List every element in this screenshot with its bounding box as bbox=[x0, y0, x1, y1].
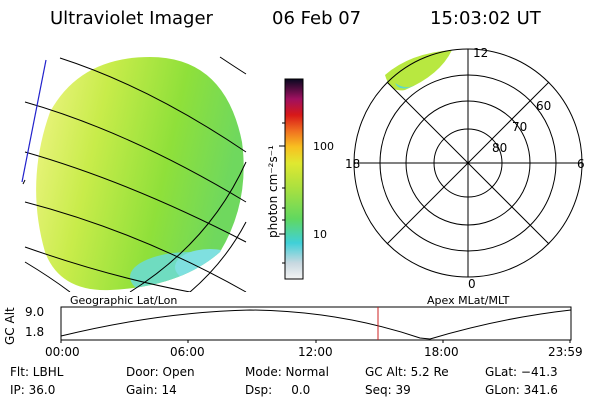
altitude-ylabel: GC Alt bbox=[3, 307, 17, 345]
colorbar-tick-10: 10 bbox=[313, 228, 327, 241]
altitude-xtick-2359: 23:59 bbox=[548, 345, 583, 359]
altitude-plot bbox=[60, 306, 572, 343]
status-seq: Seq: 39 bbox=[365, 383, 411, 397]
altitude-ytick-9: 9.0 bbox=[25, 305, 45, 319]
status-mode: Mode: Normal bbox=[245, 365, 329, 379]
altitude-ytick-1-8: 1.8 bbox=[25, 325, 45, 339]
colorbar bbox=[279, 78, 304, 280]
geographic-panel-label: Geographic Lat/Lon bbox=[70, 294, 178, 307]
mlt-label-18: 18 bbox=[345, 157, 361, 171]
polar-mlt-plot bbox=[353, 48, 583, 278]
altitude-xtick-0600: 06:00 bbox=[170, 345, 205, 359]
altitude-curve bbox=[60, 309, 572, 340]
mlt-label-6: 6 bbox=[577, 157, 585, 171]
status-glon: GLon: 341.6 bbox=[485, 383, 558, 397]
uv-image-disk bbox=[36, 57, 244, 291]
status-dsp: Dsp: 0.0 bbox=[245, 383, 311, 397]
colorbar-unit-label: photon cm⁻²s⁻¹ bbox=[266, 145, 280, 238]
status-filter: Flt: LBHL bbox=[10, 365, 64, 379]
observation-date: 06 Feb 07 bbox=[272, 8, 362, 29]
mlat-label-80: 80 bbox=[492, 141, 508, 155]
instrument-title: Ultraviolet Imager bbox=[50, 8, 213, 29]
altitude-xtick-1200: 12:00 bbox=[298, 345, 333, 359]
status-glat: GLat: −41.3 bbox=[485, 365, 558, 379]
mlat-label-60: 60 bbox=[536, 99, 552, 113]
auroral-oval-patch bbox=[385, 50, 452, 91]
mlt-label-12: 12 bbox=[473, 46, 489, 60]
status-gc-alt: GC Alt: 5.2 Re bbox=[365, 365, 449, 379]
lat-lon-grid bbox=[24, 56, 247, 292]
colorbar-tick-100: 100 bbox=[313, 140, 334, 153]
altitude-xtick-0000: 00:00 bbox=[45, 345, 80, 359]
geographic-image-panel bbox=[21, 56, 247, 292]
status-ip: IP: 36.0 bbox=[10, 383, 56, 397]
altitude-xtick-1800: 18:00 bbox=[424, 345, 459, 359]
apex-panel-label: Apex MLat/MLT bbox=[427, 294, 510, 307]
status-door: Door: Open bbox=[126, 365, 195, 379]
terminator-line bbox=[21, 59, 47, 183]
status-gain: Gain: 14 bbox=[126, 383, 177, 397]
mlat-label-70: 70 bbox=[512, 120, 528, 134]
mlt-label-0: 0 bbox=[468, 277, 476, 291]
observation-time: 15:03:02 UT bbox=[430, 8, 541, 29]
